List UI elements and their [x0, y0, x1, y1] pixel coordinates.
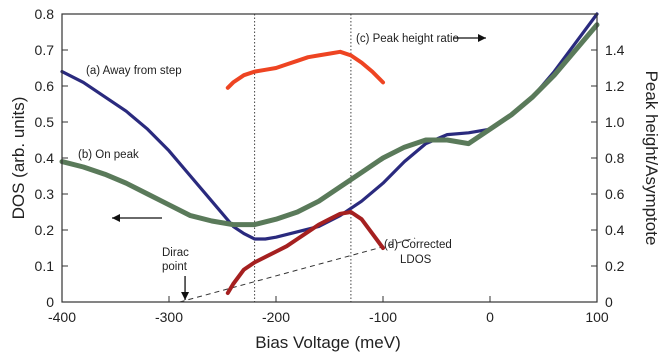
y-tick-label-6: 0.6 — [35, 78, 55, 94]
dirac-asymptote-line — [179, 237, 416, 303]
x-tick-label-0: -400 — [48, 309, 76, 325]
y-right-tick-label-5: 1.0 — [605, 114, 625, 130]
right-axis-arrow-head — [478, 34, 486, 42]
y-tick-label-3: 0.3 — [35, 186, 55, 202]
axis-ticks: -400 -300 -200 -100 0 10000.10.20.30.40.50.60… — [35, 6, 625, 325]
data-series — [59, 12, 600, 303]
annotation-corrected-line1: (d) Corrected — [384, 239, 452, 251]
x-tick-label-4: 0 — [486, 309, 494, 325]
y-right-tick-label-4: 0.8 — [605, 150, 625, 166]
series-onpeak-line — [59, 22, 600, 228]
vertical-reference-lines — [254, 14, 352, 302]
y-right-tick-label-7: 1.4 — [605, 42, 625, 58]
series-away-line — [60, 12, 599, 241]
y-tick-label-4: 0.4 — [35, 150, 55, 166]
series-corrected-line — [225, 210, 385, 295]
x-tick-label-2: -200 — [262, 309, 290, 325]
y-tick-label-5: 0.5 — [35, 114, 55, 130]
y-axis-title-left: DOS (arb. units) — [9, 97, 28, 220]
y-right-tick-label-1: 0.2 — [605, 258, 625, 274]
x-tick-label-3: -100 — [369, 309, 397, 325]
annotation-dirac-line2: point — [162, 261, 188, 273]
y-right-tick-label-0: 0 — [605, 294, 613, 310]
annotation-corrected-line2: LDOS — [400, 254, 432, 266]
annotation-peak-height-ratio: (c) Peak height ratio — [356, 33, 459, 45]
plot-frame — [61, 13, 598, 303]
y-tick-label-1: 0.1 — [35, 258, 55, 274]
y-right-tick-label-3: 0.6 — [605, 186, 625, 202]
x-tick-label-5: 100 — [585, 309, 609, 325]
y-right-tick-label-6: 1.2 — [605, 78, 625, 94]
annotation-arrows — [112, 34, 486, 300]
x-tick-label-1: -300 — [155, 309, 183, 325]
series-ratio-line — [225, 49, 385, 90]
y-tick-label-7: 0.7 — [35, 42, 55, 58]
y-right-tick-label-2: 0.4 — [605, 222, 625, 238]
left-axis-arrow-head — [112, 214, 120, 222]
annotation-away-from-step: (a) Away from step — [86, 65, 182, 77]
dirac-point-arrow-head — [181, 292, 190, 300]
annotation-dirac-line1: Dirac — [162, 247, 189, 259]
y-axis-title-right: Peak height/Asymptote — [642, 71, 660, 246]
y-tick-label-0: 0 — [46, 294, 54, 310]
y-tick-label-2: 0.2 — [35, 222, 55, 238]
x-axis-title: Bias Voltage (meV) — [255, 333, 401, 352]
y-tick-label-8: 0.8 — [35, 6, 55, 22]
annotation-on-peak: (b) On peak — [78, 149, 139, 161]
